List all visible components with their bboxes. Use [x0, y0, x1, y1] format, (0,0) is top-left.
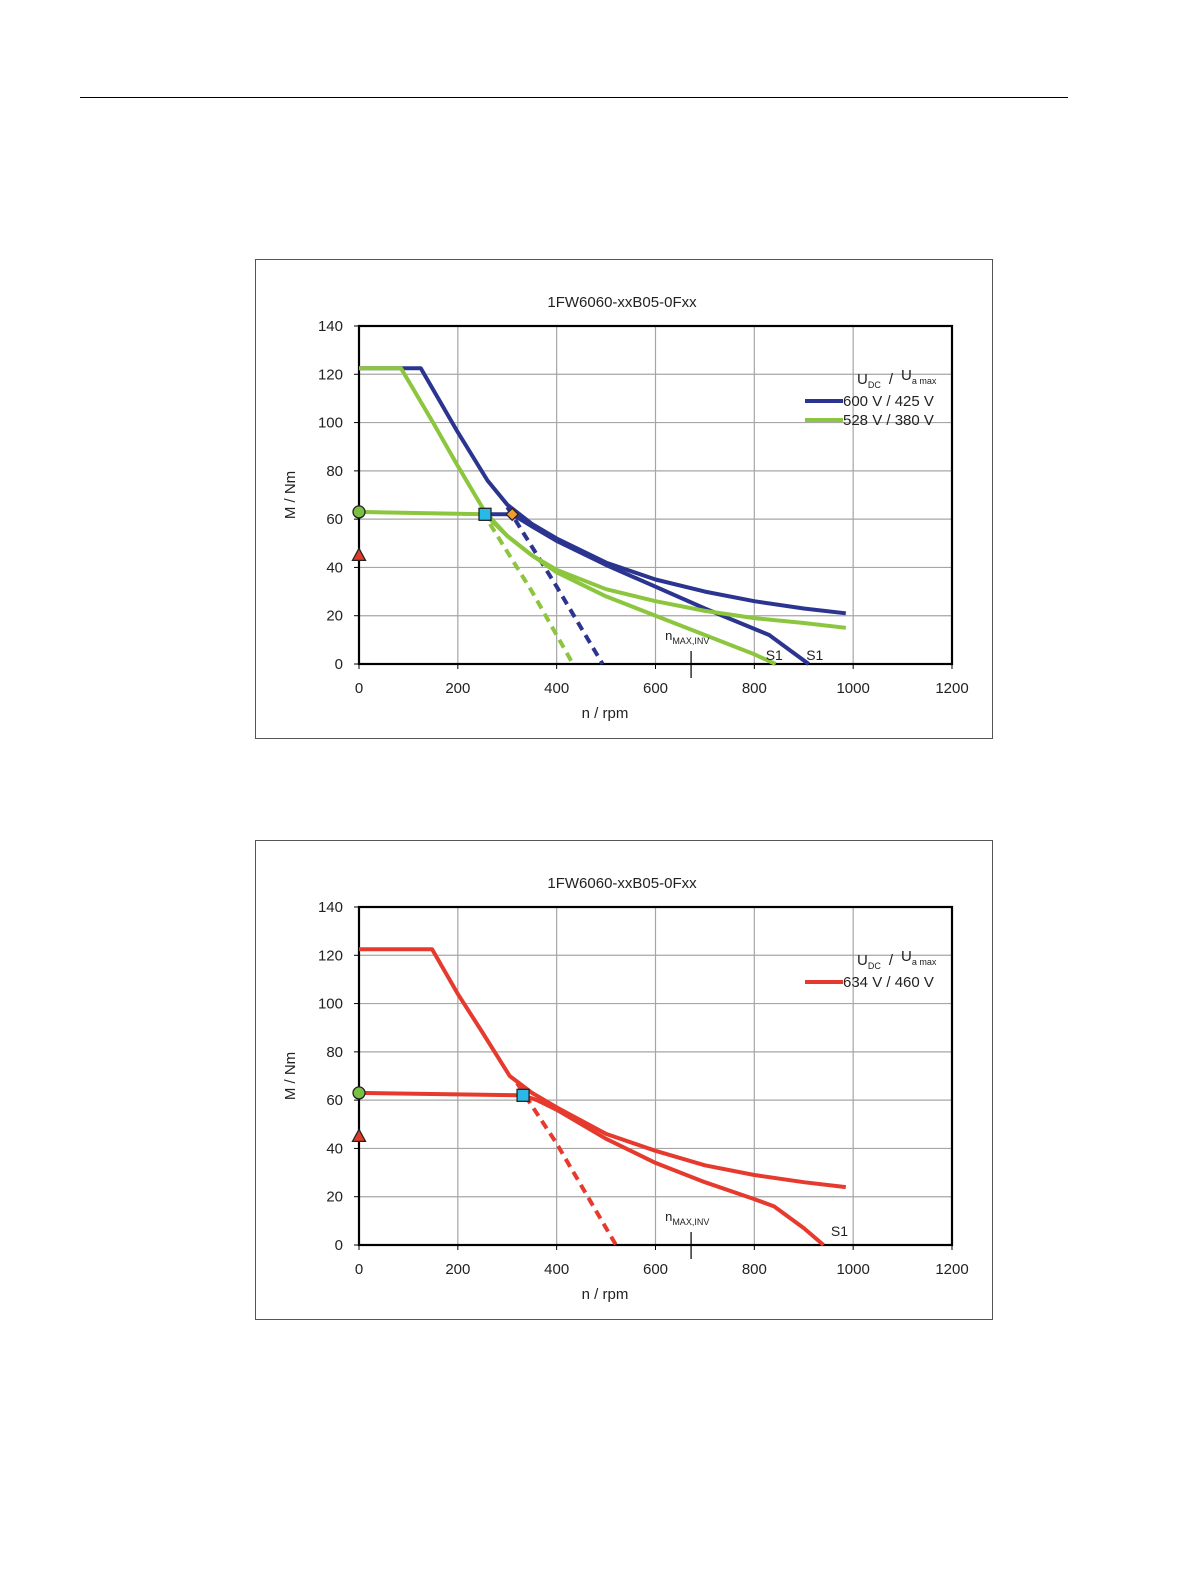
y-tick-label: 60 [326, 511, 343, 528]
x-tick-label: 1200 [935, 1261, 968, 1278]
y-tick-label: 140 [318, 899, 343, 916]
series-line [359, 947, 847, 1190]
y-tick-label: 20 [326, 1189, 343, 1206]
legend-header-dc-sub: DC [868, 380, 881, 390]
legend-header-u-dc: U [857, 952, 868, 969]
y-tick-label: 60 [326, 1092, 343, 1109]
y-tick-label: 100 [318, 415, 343, 432]
x-tick-label: 0 [355, 1261, 363, 1278]
x-tick-label: 600 [643, 680, 668, 697]
y-tick-label: 80 [326, 463, 343, 480]
marker-circle [352, 505, 366, 519]
series-line [485, 512, 810, 666]
series-line-dashed [488, 522, 575, 665]
marker-circle [352, 1086, 366, 1100]
x-tick-label: 1000 [836, 680, 869, 697]
legend-header-amax-sub: a max [912, 376, 937, 386]
legend-header-separator: / [889, 952, 894, 969]
x-tick-label: 0 [355, 680, 363, 697]
legend-header: UDC / Ua max [857, 948, 937, 971]
nmax-inv-sub: MAX,INV [672, 636, 709, 646]
y-tick-label: 120 [318, 947, 343, 964]
chart-2: 1FW6060-xxB05-0Fxx 0 200 400 600 800 1000 1200 0… [282, 875, 969, 1303]
legend-entry: 634 V / 460 V [843, 974, 934, 991]
marker-triangle [351, 1127, 367, 1143]
series-line [358, 1090, 825, 1247]
chart-title: 1FW6060-xxB05-0Fxx [547, 294, 697, 311]
nmax-inv-main: n [665, 1209, 672, 1224]
legend-header-separator: / [889, 371, 894, 388]
chart-title: 1FW6060-xxB05-0Fxx [547, 875, 697, 892]
s1-label: S1 [831, 1223, 848, 1239]
series-line [359, 366, 847, 630]
y-tick-label: 100 [318, 996, 343, 1013]
y-tick-label: 40 [326, 1140, 343, 1157]
x-tick-label: 400 [544, 680, 569, 697]
chart-1: 1FW6060-xxB05-0Fxx 0 200 400 600 800 1000 1200 0… [282, 294, 969, 722]
header-rule [80, 97, 1068, 98]
nmax-inv-label: nMAX,INV [665, 628, 709, 646]
y-tick-label: 40 [326, 559, 343, 576]
series-line [358, 509, 777, 666]
y-tick-label: 20 [326, 608, 343, 625]
legend-header-u-dc: U [857, 371, 868, 388]
x-tick-label: 800 [742, 1261, 767, 1278]
x-tick-label: 1000 [836, 1261, 869, 1278]
marker-square [478, 507, 492, 521]
chart-frame-1: 1FW6060-xxB05-0Fxx 0 200 400 600 800 1000 1200 0… [255, 259, 993, 739]
marker-triangle [351, 546, 367, 562]
y-tick-label: 0 [335, 1237, 343, 1254]
y-axis-label: M / Nm [282, 471, 299, 519]
s1-label: S1 [806, 647, 823, 663]
legend-header-u-a: U [901, 948, 912, 965]
s1-label: S1 [766, 647, 783, 663]
series-line-dashed [505, 506, 605, 666]
legend-header-amax-sub: a max [912, 957, 937, 967]
x-tick-label: 1200 [935, 680, 968, 697]
y-tick-label: 0 [335, 656, 343, 673]
series-line-dashed [515, 1082, 618, 1247]
legend-header-u-a: U [901, 367, 912, 384]
nmax-inv-main: n [665, 628, 672, 643]
legend-entry: 528 V / 380 V [843, 412, 934, 429]
x-tick-label: 400 [544, 1261, 569, 1278]
legend-header-dc-sub: DC [868, 961, 881, 971]
x-axis-label: n / rpm [582, 705, 629, 722]
marker-diamond [505, 507, 520, 522]
legend-header: UDC / Ua max [857, 367, 937, 390]
x-axis-label: n / rpm [582, 1286, 629, 1303]
y-tick-label: 80 [326, 1044, 343, 1061]
y-axis-label: M / Nm [282, 1052, 299, 1100]
x-tick-label: 200 [445, 1261, 470, 1278]
x-tick-label: 200 [445, 680, 470, 697]
x-tick-label: 600 [643, 1261, 668, 1278]
y-tick-label: 120 [318, 366, 343, 383]
series-line [359, 366, 847, 616]
y-tick-label: 140 [318, 318, 343, 335]
legend-entry: 600 V / 425 V [843, 393, 934, 410]
nmax-inv-label: nMAX,INV [665, 1209, 709, 1227]
nmax-inv-sub: MAX,INV [672, 1217, 709, 1227]
marker-square [516, 1088, 530, 1102]
x-tick-label: 800 [742, 680, 767, 697]
chart-frame-2: 1FW6060-xxB05-0Fxx 0 200 400 600 800 1000 1200 0… [255, 840, 993, 1320]
